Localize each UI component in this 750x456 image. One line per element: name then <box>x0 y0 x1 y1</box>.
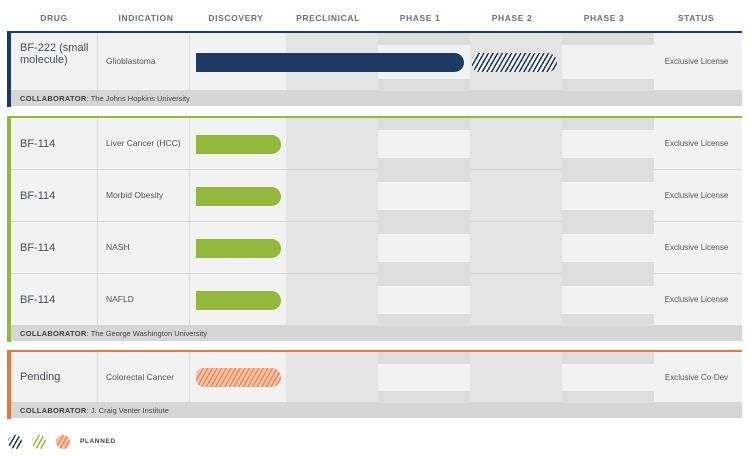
collaborator-name: : The Johns Hopkins University <box>86 94 190 103</box>
phase-band-stripe <box>378 79 470 91</box>
phase-band <box>286 170 378 221</box>
indication: NAFLD <box>98 274 190 325</box>
group-accent-left <box>7 31 11 107</box>
phase-band-stripe <box>562 158 654 170</box>
status: Exclusive License <box>664 139 729 148</box>
phase-band-stripe <box>378 158 470 170</box>
phase-band-stripe <box>562 210 654 222</box>
drug-name: BF-114 <box>11 118 98 169</box>
phase-band-stripe <box>562 33 654 45</box>
phase-band <box>470 222 562 273</box>
phase-band-stripe <box>378 391 470 403</box>
collaborator-name: : J. Craig Venter Institute <box>86 406 169 415</box>
phase-band <box>286 118 378 169</box>
header-indication: INDICATION <box>118 13 174 23</box>
progress-bar <box>196 53 465 72</box>
indication: NASH <box>98 222 190 273</box>
planned-bar <box>472 53 557 72</box>
phase-band-stripe <box>378 170 470 182</box>
phase-band-stripe <box>378 352 470 364</box>
drug-name: BF-114 <box>11 274 98 325</box>
group-accent-top <box>7 116 742 118</box>
pipeline-group: BF-114 Liver Cancer (HCC) Exclusive Licens… <box>7 116 742 342</box>
group-accent-left <box>7 350 11 419</box>
header-phase3: PHASE 3 <box>583 13 625 23</box>
table-row: BF-114 Morbid Obesity Exclusive License <box>11 170 742 222</box>
indication: Glioblastoma <box>98 33 190 90</box>
phase-band <box>286 222 378 273</box>
table-row: BF-114 NASH Exclusive License <box>11 222 742 274</box>
legend-swatch-green <box>32 435 46 449</box>
table-row: BF-114 Liver Cancer (HCC) Exclusive Licens… <box>11 118 742 170</box>
indication: Liver Cancer (HCC) <box>98 118 190 169</box>
status: Exclusive Co-Dev <box>664 372 729 382</box>
header-preclinical: PRECLINICAL <box>296 13 360 23</box>
table-row: BF-222 (small molecule) Glioblastoma Exclu… <box>11 33 742 91</box>
phase-band-stripe <box>562 79 654 91</box>
phase-band-stripe <box>562 391 654 403</box>
phase-band <box>470 352 562 402</box>
collaborator-row: COLLABORATOR: The Johns Hopkins Universi… <box>11 91 742 106</box>
progress-bar <box>196 135 281 154</box>
collaborator-row: COLLABORATOR: The George Washington Univ… <box>11 326 742 341</box>
collaborator-name: : The George Washington University <box>86 329 208 338</box>
status: Exclusive License <box>664 191 729 200</box>
phase-band-stripe <box>562 170 654 182</box>
phase-band <box>286 352 378 402</box>
header-phase2: PHASE 2 <box>491 13 533 23</box>
phase-band-stripe <box>562 262 654 274</box>
header-phase1: PHASE 1 <box>399 13 441 23</box>
drug-name: BF-114 <box>11 170 98 221</box>
indication: Colorectal Cancer <box>98 352 190 402</box>
drug-name: Pending <box>11 352 98 402</box>
group-accent-left <box>7 116 11 342</box>
phase-band-stripe <box>378 314 470 326</box>
group-accent-top <box>7 31 742 33</box>
progress-bar <box>196 291 281 310</box>
pipeline-header: DRUG INDICATION DISCOVERY PRECLINICAL PH… <box>0 0 750 34</box>
header-status: STATUS <box>677 13 715 23</box>
phase-band-stripe <box>378 262 470 274</box>
legend-swatch-navy <box>8 435 22 449</box>
collaborator-row: COLLABORATOR: J. Craig Venter Institute <box>11 403 742 418</box>
status: Exclusive License <box>664 295 729 304</box>
pipeline-group: Pending Colorectal Cancer Exclusive Co-Dev… <box>7 350 742 419</box>
collaborator-label: COLLABORATOR <box>20 94 87 103</box>
phase-band <box>470 118 562 169</box>
group-accent-top <box>7 350 742 352</box>
legend-label: PLANNED <box>80 438 116 445</box>
pipeline-group: BF-222 (small molecule) Glioblastoma Exclu… <box>7 31 742 107</box>
phase-band-stripe <box>378 210 470 222</box>
drug-name: BF-114 <box>11 222 98 273</box>
phase-band-stripe <box>562 274 654 286</box>
header-discovery: DISCOVERY <box>208 13 264 23</box>
phase-band-stripe <box>378 118 470 130</box>
phase-band <box>286 274 378 325</box>
header-drug: DRUG <box>40 13 68 23</box>
phase-band-stripe <box>562 222 654 234</box>
status: Exclusive License <box>664 57 729 66</box>
phase-band-stripe <box>378 222 470 234</box>
collaborator-label: COLLABORATOR <box>20 406 87 415</box>
table-row: Pending Colorectal Cancer Exclusive Co-Dev <box>11 352 742 403</box>
phase-band-stripe <box>562 118 654 130</box>
planned-bar <box>196 368 281 387</box>
progress-bar <box>196 187 281 206</box>
legend-swatch-orange <box>56 435 70 449</box>
progress-bar <box>196 239 281 258</box>
phase-band <box>470 170 562 221</box>
phase-band-stripe <box>562 352 654 364</box>
table-row: BF-114 NAFLD Exclusive License <box>11 274 742 326</box>
status: Exclusive License <box>664 243 729 252</box>
indication: Morbid Obesity <box>98 170 190 221</box>
phase-band-stripe <box>562 314 654 326</box>
phase-band-stripe <box>378 33 470 45</box>
phase-band <box>470 274 562 325</box>
collaborator-label: COLLABORATOR <box>20 329 87 338</box>
phase-band-stripe <box>378 274 470 286</box>
drug-name: BF-222 (small molecule) <box>11 33 98 90</box>
